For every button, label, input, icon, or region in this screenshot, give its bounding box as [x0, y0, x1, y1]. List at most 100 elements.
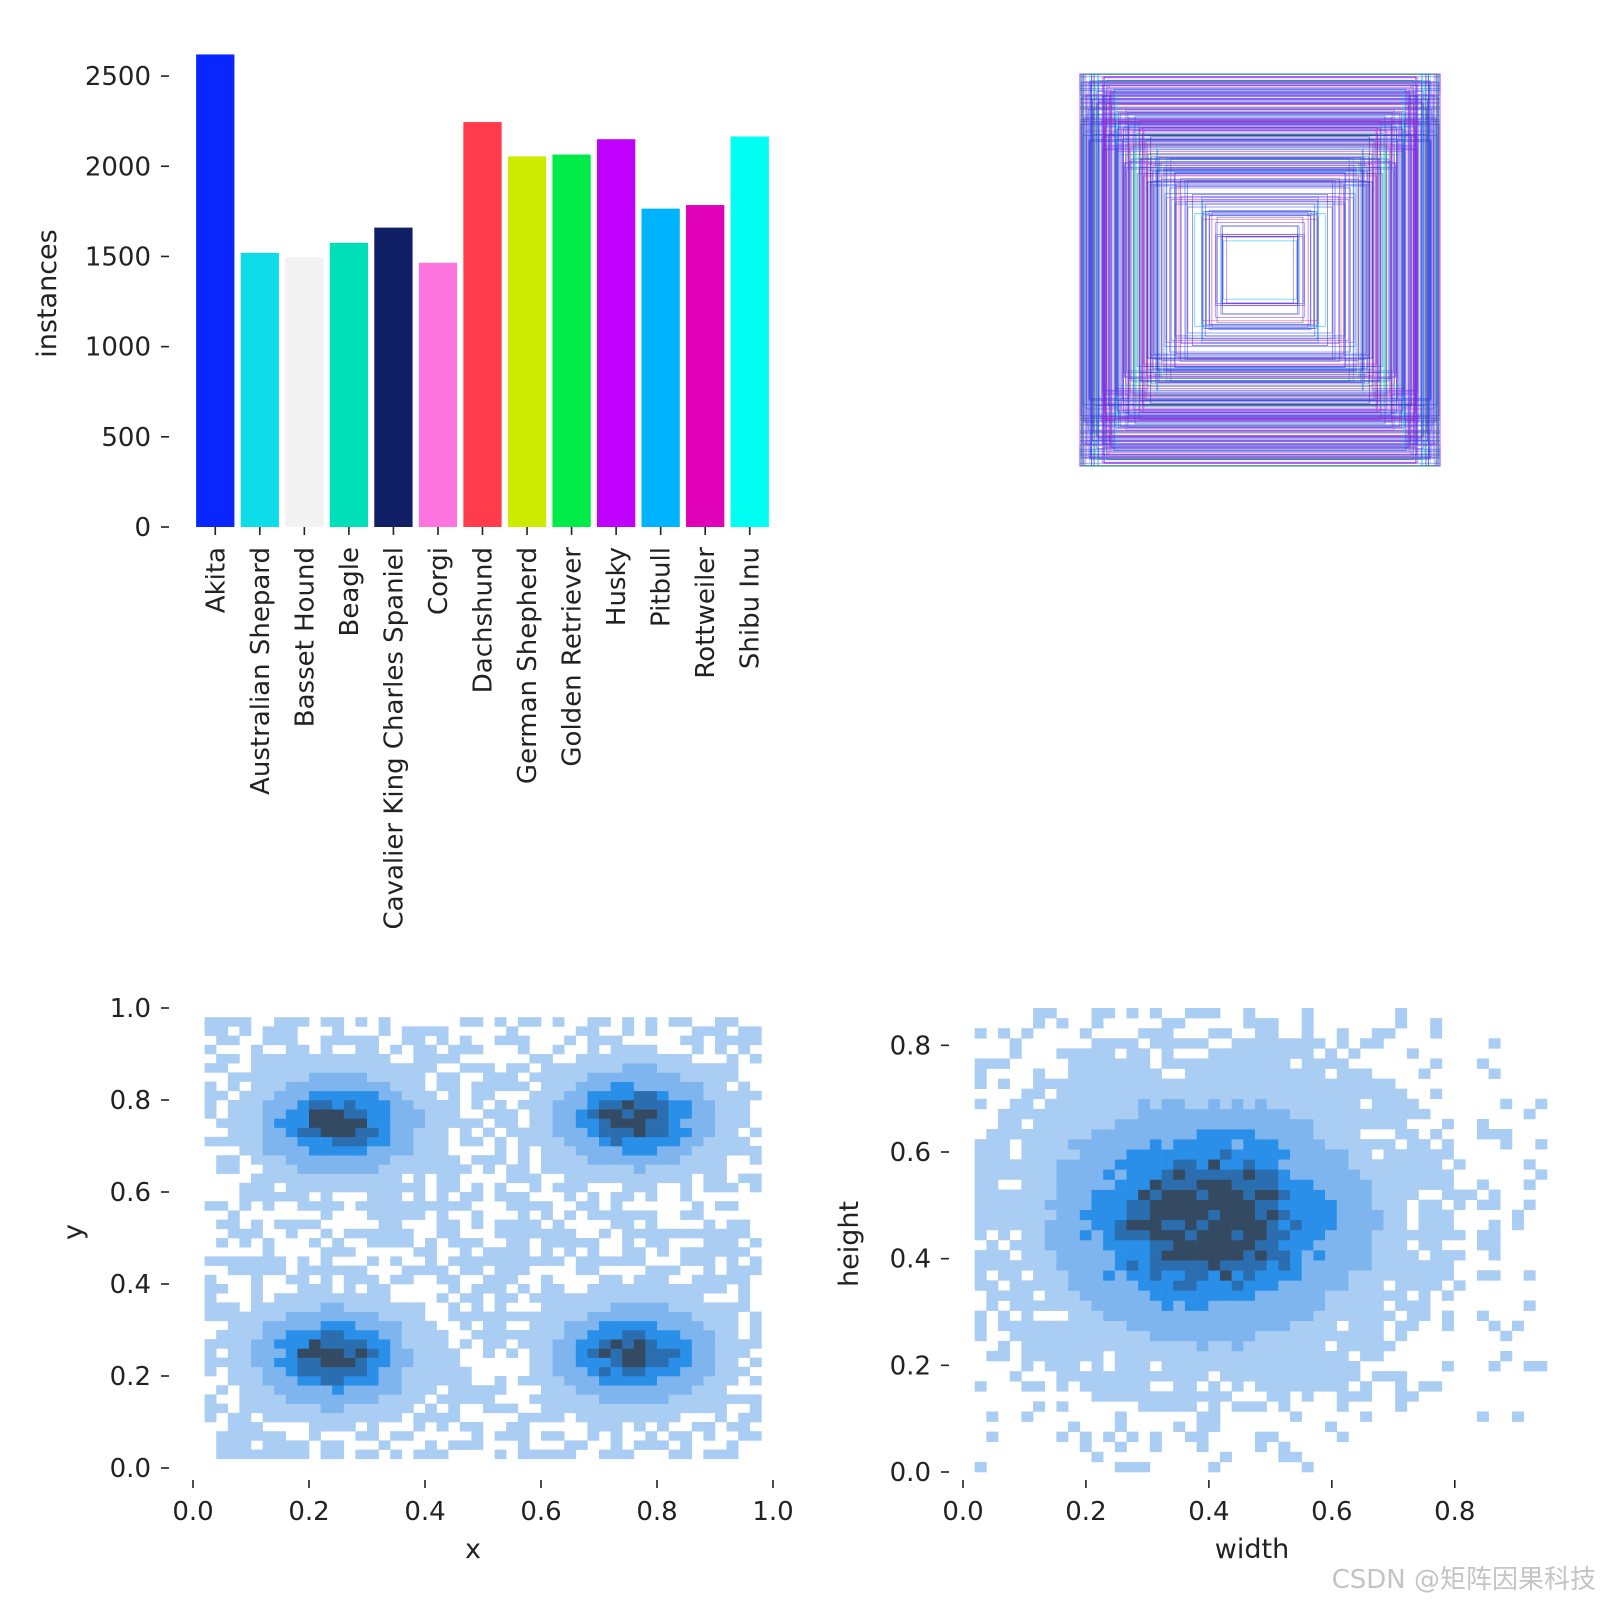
heatmap-cell: [749, 1155, 762, 1165]
heatmap-cell: [1430, 1229, 1443, 1241]
heatmap-cell: [1255, 1431, 1267, 1443]
heatmap-cell: [262, 1182, 275, 1193]
heatmap-cell: [1371, 1219, 1384, 1231]
heatmap-cell: [401, 1109, 414, 1119]
heatmap-cell: [1336, 1078, 1349, 1089]
bounding-box: [1092, 98, 1428, 442]
heatmap-cell: [633, 1302, 646, 1312]
heatmap-cell: [1103, 1320, 1116, 1332]
heatmap-cell: [459, 1192, 472, 1202]
heatmap-cell: [1441, 1270, 1454, 1281]
heatmap-cell: [1021, 1199, 1034, 1211]
heatmap-cell: [1278, 1250, 1291, 1261]
heatmap-cell: [274, 1090, 287, 1101]
heatmap-cell: [401, 1228, 414, 1239]
heatmap-cell: [332, 1293, 345, 1303]
heatmap-cell: [1406, 1189, 1419, 1200]
heatmap-cell: [378, 1394, 391, 1404]
heatmap-cell: [1196, 1240, 1209, 1251]
heatmap-cell: [506, 1081, 519, 1092]
heatmap-cell: [668, 1109, 681, 1119]
heatmap-cell: [297, 1173, 310, 1184]
heatmap-cell: [483, 1081, 495, 1092]
heatmap-cell: [216, 1026, 229, 1036]
heatmap-cell: [1184, 1270, 1197, 1281]
heatmap-cell: [1068, 1129, 1081, 1140]
heatmap-cell: [309, 1136, 321, 1147]
heatmap-cell: [1360, 1260, 1373, 1271]
heatmap-cell: [448, 1182, 461, 1193]
heatmap-cell: [1196, 1088, 1209, 1100]
heatmap-cell: [1430, 1381, 1443, 1392]
heatmap-cell: [1173, 1260, 1186, 1271]
heatmap-cell: [703, 1274, 716, 1285]
heatmap-cell: [285, 1302, 298, 1312]
heatmap-cell: [471, 1440, 484, 1450]
heatmap-cell: [1079, 1068, 1092, 1079]
heatmap-cell: [680, 1330, 693, 1340]
heatmap-cell: [1033, 1250, 1046, 1261]
heatmap-cell: [552, 1330, 565, 1340]
heatmap-cell: [657, 1412, 669, 1423]
heatmap-cell: [239, 1201, 252, 1211]
heatmap-cell: [715, 1026, 727, 1036]
heatmap-cell: [1184, 1129, 1197, 1140]
heatmap-cell: [378, 1192, 391, 1202]
heatmap-cell: [668, 1228, 681, 1239]
heatmap-cell: [1418, 1381, 1431, 1392]
heatmap-cell: [1278, 1118, 1291, 1130]
heatmap-cell: [378, 1136, 391, 1147]
heatmap-cell: [645, 1274, 658, 1285]
heatmap-cell: [657, 1311, 669, 1322]
bounding-box: [1089, 80, 1431, 460]
heatmap-cell: [1348, 1098, 1361, 1110]
heatmap-cell: [1476, 1199, 1489, 1211]
heatmap-cell: [1535, 1169, 1548, 1180]
heatmap-cell: [459, 1394, 472, 1404]
heatmap-cell: [448, 1348, 461, 1358]
heatmap-cell: [285, 1072, 298, 1082]
heatmap-cell: [1383, 1169, 1396, 1180]
heatmap-cell: [1126, 1371, 1139, 1382]
heatmap-cell: [1278, 1088, 1291, 1100]
heatmap-cell: [1068, 1179, 1081, 1190]
heatmap-cell: [297, 1063, 310, 1073]
heatmap-cell: [1196, 1330, 1209, 1342]
heatmap-cell: [1079, 1209, 1092, 1221]
heatmap-cell: [367, 1431, 379, 1441]
heatmap-cell: [1079, 1169, 1092, 1180]
heatmap-cell: [1266, 1118, 1279, 1130]
heatmap-cell: [1056, 1209, 1069, 1221]
heatmap-cell: [668, 1302, 681, 1312]
heatmap-cell: [1208, 1381, 1221, 1392]
heatmap-cell: [401, 1210, 414, 1220]
heatmap-cell: [1360, 1340, 1373, 1352]
heatmap-cell: [413, 1173, 426, 1184]
bounding-box: [1202, 199, 1318, 341]
heatmap-cell: [216, 1164, 229, 1174]
heatmap-cell: [575, 1182, 588, 1193]
heatmap-cell: [320, 1385, 333, 1395]
heatmap-cell: [715, 1081, 727, 1092]
heatmap-cell: [390, 1330, 403, 1340]
heatmap-cell: [1161, 1078, 1174, 1089]
heatmap-cell: [1184, 1250, 1197, 1261]
heatmap-cell: [378, 1219, 391, 1230]
heatmap-cell: [645, 1228, 658, 1239]
heatmap-cell: [332, 1035, 345, 1046]
heatmap-cell: [1196, 1199, 1209, 1211]
heatmap-cell: [552, 1228, 565, 1239]
heatmap-cell: [575, 1155, 588, 1165]
heatmap-cell: [622, 1146, 635, 1156]
heatmap-cell: [575, 1118, 588, 1128]
heatmap-cell: [749, 1320, 762, 1331]
heatmap-cell: [1091, 1018, 1104, 1029]
heatmap-cell: [587, 1090, 600, 1101]
heatmap-cell: [1290, 1038, 1303, 1049]
heatmap-cell: [1079, 1098, 1092, 1110]
heatmap-cell: [1290, 1451, 1303, 1463]
heatmap-cell: [343, 1118, 356, 1128]
heatmap-cell: [1173, 1088, 1186, 1100]
heatmap-cell: [390, 1182, 403, 1193]
x-tick-label: Shibu Inu: [736, 547, 766, 669]
